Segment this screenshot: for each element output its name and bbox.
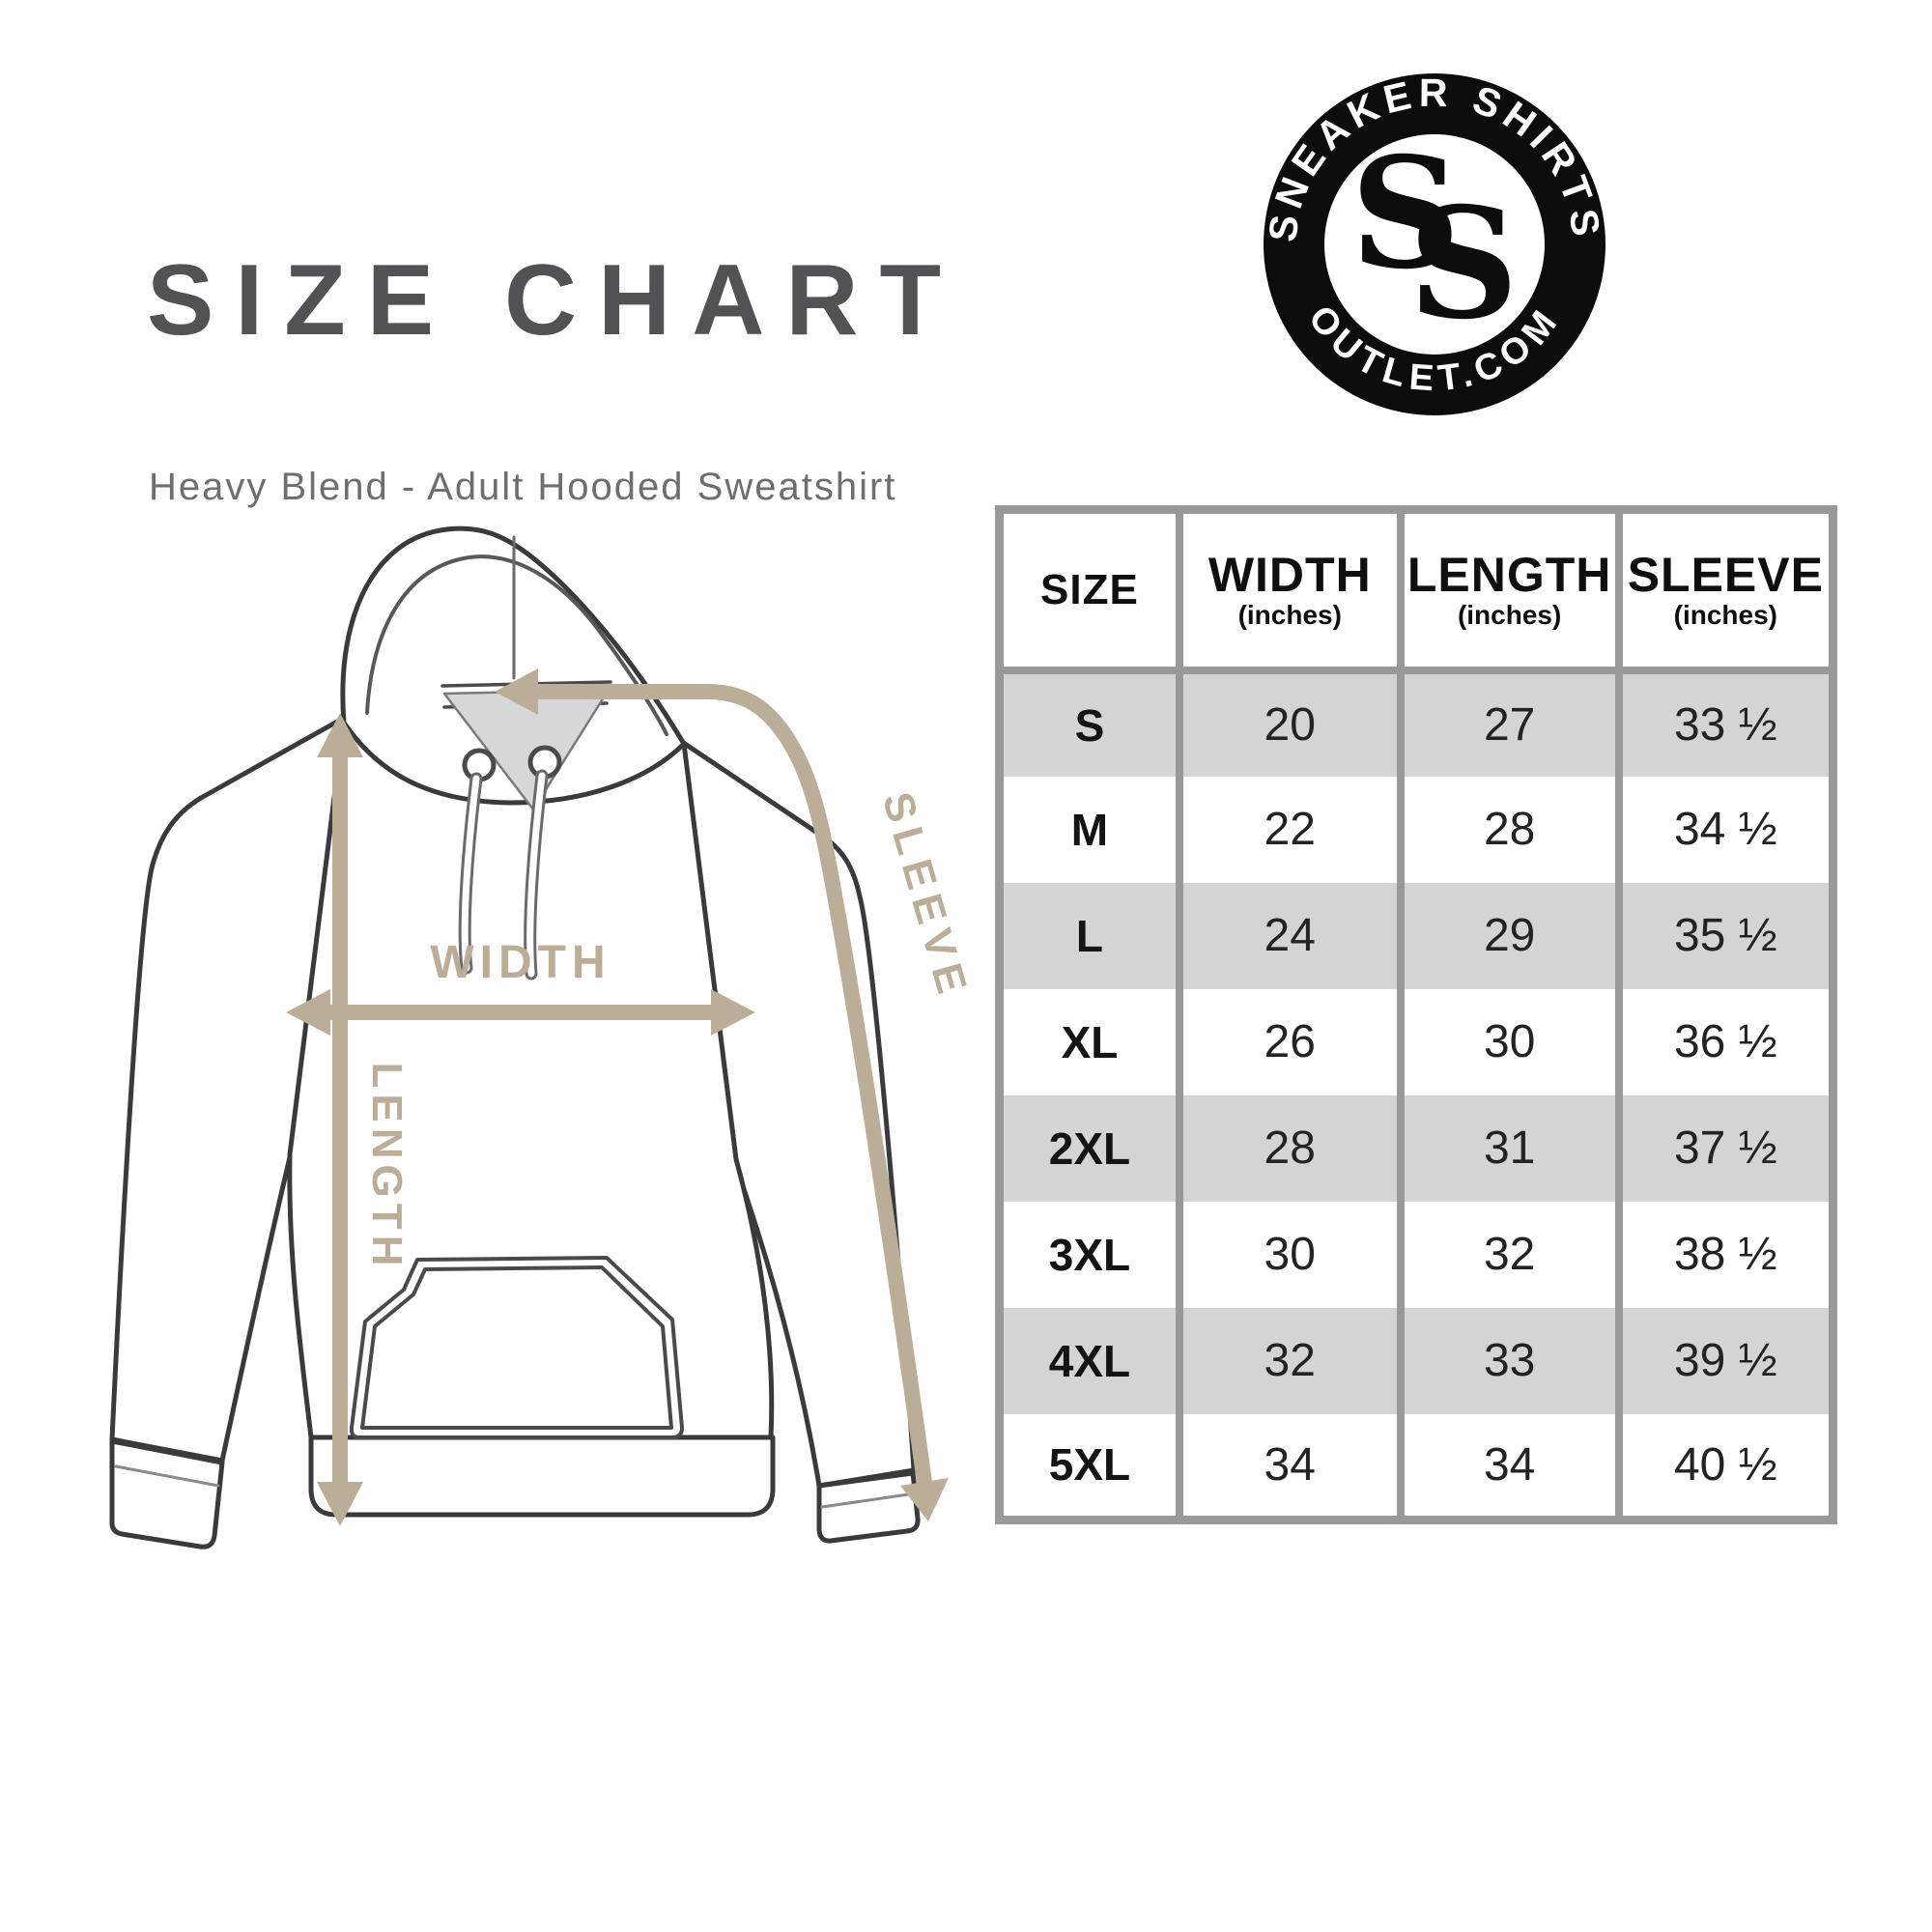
column-header-length: LENGTH (inches) bbox=[1396, 509, 1623, 674]
width-value: 26 bbox=[1175, 988, 1405, 1095]
right-cuff-seam bbox=[820, 1492, 917, 1509]
length-value: 28 bbox=[1396, 776, 1623, 883]
width-arrow bbox=[286, 989, 755, 1036]
brand-logo: SNEAKER SHIRTS OUTLET.COM S S bbox=[1256, 66, 1613, 423]
size-table: SIZE WIDTH (inches) LENGTH (inches) SLEE… bbox=[995, 505, 1837, 1524]
width-value: 32 bbox=[1175, 1307, 1405, 1414]
page-subtitle: Heavy Blend - Adult Hooded Sweatshirt bbox=[149, 466, 897, 508]
length-label: LENGTH bbox=[363, 1063, 411, 1272]
column-header-width: WIDTH (inches) bbox=[1175, 509, 1405, 674]
size-label: S bbox=[995, 669, 1183, 777]
size-label: 5XL bbox=[995, 1413, 1183, 1520]
width-value: 24 bbox=[1175, 882, 1405, 989]
length-arrow bbox=[317, 713, 363, 1526]
sleeve-value: 38 ½ bbox=[1614, 1201, 1837, 1308]
pocket-inner bbox=[360, 1265, 673, 1430]
size-label: M bbox=[995, 776, 1183, 883]
sleeve-value: 34 ½ bbox=[1614, 776, 1837, 883]
sleeve-value: 39 ½ bbox=[1614, 1307, 1837, 1414]
width-value: 34 bbox=[1175, 1413, 1405, 1520]
table-row: M 22 28 34 ½ bbox=[995, 776, 1837, 883]
hem-band bbox=[308, 1435, 776, 1518]
table-row: 2XL 28 31 37 ½ bbox=[995, 1094, 1837, 1202]
sleeve-value: 36 ½ bbox=[1614, 988, 1837, 1095]
table-row: 4XL 32 33 39 ½ bbox=[995, 1307, 1837, 1414]
width-value: 20 bbox=[1175, 669, 1405, 777]
column-header-size: SIZE bbox=[995, 509, 1183, 674]
svg-text:S: S bbox=[1350, 125, 1461, 303]
width-value: 28 bbox=[1175, 1094, 1405, 1202]
width-value: 30 bbox=[1175, 1201, 1405, 1308]
right-cuff bbox=[816, 1470, 921, 1544]
logo-ss-monogram: S S bbox=[1350, 125, 1519, 354]
left-cuff bbox=[109, 1438, 225, 1549]
drawstrings bbox=[458, 769, 549, 980]
length-value: 31 bbox=[1396, 1094, 1623, 1202]
logo-inner-circle bbox=[1324, 134, 1545, 355]
size-label: 4XL bbox=[995, 1307, 1183, 1414]
sleeve-value: 35 ½ bbox=[1614, 882, 1837, 989]
brand-logo-badge-icon: SNEAKER SHIRTS OUTLET.COM S S bbox=[1260, 71, 1605, 415]
page-title: SIZE CHART bbox=[147, 244, 962, 356]
table-row: L 24 29 35 ½ bbox=[995, 882, 1837, 989]
size-label: 2XL bbox=[995, 1094, 1183, 1202]
svg-text:S: S bbox=[1408, 175, 1519, 354]
table-header-row: SIZE WIDTH (inches) LENGTH (inches) SLEE… bbox=[995, 509, 1837, 674]
pocket-outer bbox=[349, 1256, 684, 1439]
length-value: 34 bbox=[1396, 1413, 1623, 1520]
column-header-sleeve: SLEEVE (inches) bbox=[1614, 509, 1837, 674]
hoodie-drawing: WIDTH LENGTH SLEEVE bbox=[109, 526, 978, 1549]
sleeve-value: 37 ½ bbox=[1614, 1094, 1837, 1202]
sleeve-arrow bbox=[495, 668, 949, 1521]
size-label: XL bbox=[995, 988, 1183, 1095]
length-value: 32 bbox=[1396, 1201, 1623, 1308]
width-value: 22 bbox=[1175, 776, 1405, 883]
sleeve-value: 40 ½ bbox=[1614, 1413, 1837, 1520]
length-value: 29 bbox=[1396, 882, 1623, 989]
sleeve-value: 33 ½ bbox=[1614, 669, 1837, 777]
table-row: S 20 27 33 ½ bbox=[995, 669, 1837, 777]
table-row: 3XL 30 32 38 ½ bbox=[995, 1201, 1837, 1308]
hood-opening-line bbox=[365, 554, 668, 736]
length-value: 30 bbox=[1396, 988, 1623, 1095]
length-value: 33 bbox=[1396, 1307, 1623, 1414]
size-label: L bbox=[995, 882, 1183, 989]
width-label: WIDTH bbox=[430, 937, 611, 988]
table-row: 5XL 34 34 40 ½ bbox=[995, 1413, 1837, 1520]
size-label: 3XL bbox=[995, 1201, 1183, 1308]
hoodie-diagram: WIDTH LENGTH SLEEVE bbox=[58, 522, 985, 1604]
sleeve-label: SLEEVE bbox=[873, 787, 978, 1007]
left-cuff-seam bbox=[114, 1464, 220, 1488]
length-value: 27 bbox=[1396, 669, 1623, 777]
table-row: XL 26 30 36 ½ bbox=[995, 988, 1837, 1095]
